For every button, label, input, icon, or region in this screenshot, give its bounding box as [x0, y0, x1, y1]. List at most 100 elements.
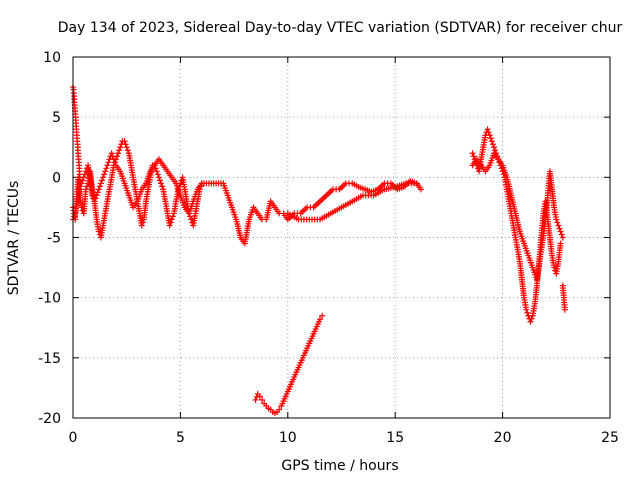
data-point	[167, 219, 174, 226]
chart-title: Day 134 of 2023, Sidereal Day-to-day VTE…	[58, 20, 623, 36]
grid	[73, 57, 610, 418]
data-point	[259, 396, 266, 403]
data-point	[156, 177, 163, 184]
y-tick-labels: -20 -15 -10 -5 0 5 10	[38, 50, 61, 427]
data-point	[121, 138, 128, 145]
data-point	[82, 168, 89, 175]
data-point	[159, 183, 166, 190]
y-tick-label: 10	[43, 50, 61, 66]
data-point	[470, 153, 477, 160]
y-tick-label: 5	[52, 110, 61, 126]
x-tick-label: 10	[279, 430, 297, 446]
data-point	[556, 225, 563, 232]
data-point	[122, 141, 129, 148]
data-point	[102, 168, 109, 175]
data-point	[187, 213, 194, 220]
data-point	[155, 174, 162, 181]
x-tick-label: 25	[601, 430, 619, 446]
data-point	[95, 186, 102, 193]
data-point	[417, 186, 424, 193]
data-point	[469, 150, 476, 157]
data-point	[413, 180, 420, 187]
data-point	[111, 159, 118, 166]
data-point	[317, 316, 324, 323]
x-tick-label: 0	[69, 430, 78, 446]
data-point	[492, 147, 499, 154]
data-point	[97, 180, 104, 187]
data-point	[94, 189, 101, 196]
data-point	[484, 126, 491, 133]
data-point	[252, 396, 259, 403]
data-point	[487, 135, 494, 142]
data-point	[101, 171, 108, 178]
data-point	[527, 318, 534, 325]
data-point	[81, 171, 88, 178]
data-point	[528, 315, 535, 322]
data-point	[555, 222, 562, 229]
data-point	[124, 147, 131, 154]
data-point	[486, 132, 493, 139]
y-tick-label: -15	[38, 351, 61, 367]
plot-frame	[72, 56, 611, 419]
data-points	[70, 84, 568, 417]
y-axis-label: SDTVAR / TECUs	[6, 181, 22, 296]
data-point	[558, 231, 565, 238]
data-point	[557, 228, 564, 235]
data-point	[554, 219, 561, 226]
data-point	[319, 312, 326, 319]
x-axis-label: GPS time / hours	[281, 458, 398, 474]
data-point	[110, 156, 117, 163]
y-tick-label: -5	[47, 231, 61, 247]
data-point	[108, 150, 115, 157]
data-point	[158, 180, 165, 187]
data-point	[83, 183, 90, 190]
data-point	[153, 168, 160, 175]
data-point	[82, 186, 89, 193]
data-point	[524, 309, 531, 316]
data-point	[551, 264, 558, 271]
x-tick-labels: 0 5 10 15 20 25	[69, 430, 619, 446]
data-point	[100, 174, 107, 181]
y-tick-label: 0	[52, 170, 61, 186]
data-point	[489, 141, 496, 148]
data-point	[168, 216, 175, 223]
data-point	[77, 180, 84, 187]
data-point	[276, 406, 283, 413]
data-point	[92, 195, 99, 202]
data-point	[553, 216, 560, 223]
data-point	[117, 144, 124, 151]
y-tick-label: -10	[38, 291, 61, 307]
data-point	[71, 213, 78, 220]
data-point	[488, 138, 495, 145]
data-point	[116, 147, 123, 154]
data-point	[557, 240, 564, 247]
data-point	[139, 219, 146, 226]
data-point	[166, 222, 173, 229]
data-point	[96, 183, 103, 190]
data-point	[256, 393, 263, 400]
x-tick-label: 20	[494, 430, 512, 446]
x-tick-label: 15	[386, 430, 404, 446]
data-point	[109, 153, 116, 160]
data-point	[104, 162, 111, 169]
data-point	[123, 144, 130, 151]
data-point	[169, 213, 176, 220]
data-point	[491, 144, 498, 151]
y-tick-label: -20	[38, 411, 61, 427]
data-point	[105, 159, 112, 166]
x-tick-label: 5	[176, 430, 185, 446]
data-point	[91, 198, 98, 205]
data-point	[138, 222, 145, 229]
data-point	[523, 306, 530, 313]
data-point	[103, 165, 110, 172]
data-point	[76, 186, 83, 193]
data-point	[198, 180, 205, 187]
data-point	[115, 150, 122, 157]
data-point	[98, 177, 105, 184]
data-point	[559, 234, 566, 241]
data-point	[253, 393, 260, 400]
data-point	[188, 216, 195, 223]
data-point	[93, 192, 100, 199]
data-point	[561, 306, 568, 313]
